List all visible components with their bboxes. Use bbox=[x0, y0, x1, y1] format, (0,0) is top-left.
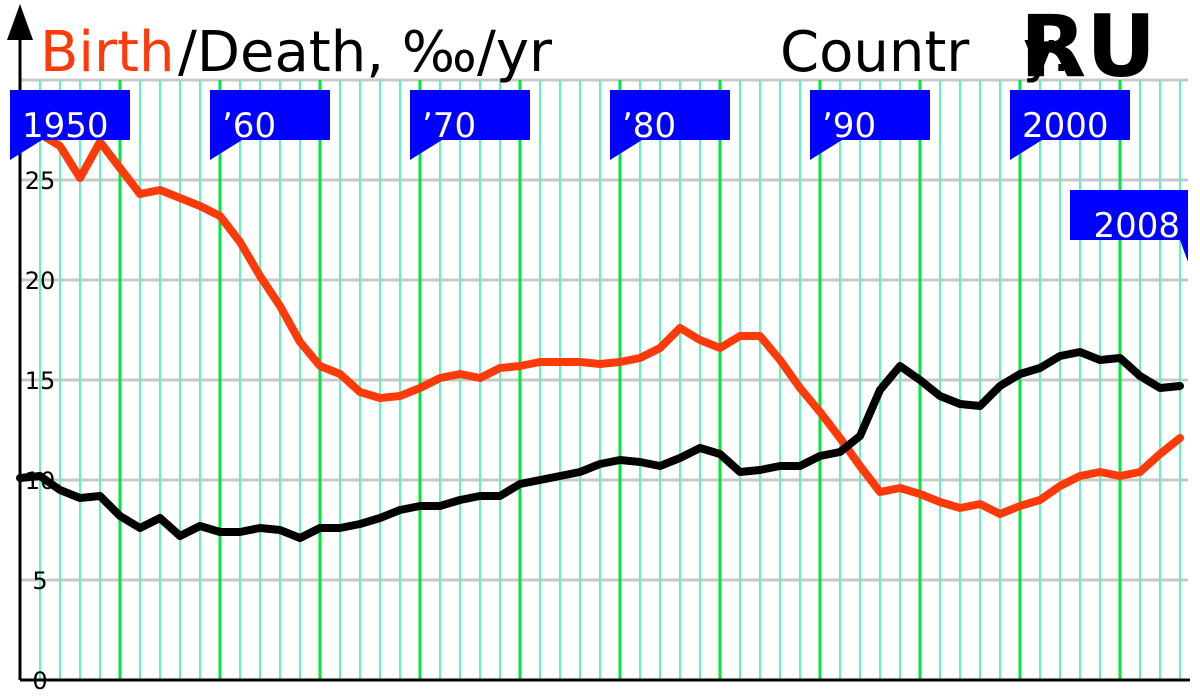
decade-flag-label-1960: ’60 bbox=[222, 106, 276, 146]
series-lines bbox=[16, 130, 1184, 542]
decade-flag-label-1950: 1950 bbox=[22, 106, 109, 146]
decade-flag-label-1980: ’80 bbox=[622, 106, 676, 146]
y-tick-label-5: 5 bbox=[32, 567, 47, 595]
series-line-birth bbox=[16, 130, 1184, 518]
title-country: Countr y: bbox=[780, 20, 1071, 85]
title-birth: Birth bbox=[40, 20, 175, 85]
decade-flag-1950: 1950 bbox=[10, 90, 130, 160]
decade-flag-shape-1950 bbox=[10, 90, 130, 160]
decade-flag-shape-1970 bbox=[410, 90, 530, 160]
decade-flag-shape-1980 bbox=[610, 90, 730, 160]
decade-flag-shape-2008 bbox=[1070, 190, 1188, 262]
title-death: /Death, ‰/yr bbox=[178, 20, 552, 85]
vertical-gridlines bbox=[18, 80, 1181, 680]
decade-flag-label-1990: ’90 bbox=[822, 106, 876, 146]
decade-flag-label-1970: ’70 bbox=[422, 106, 476, 146]
decade-flag-shape-1960 bbox=[210, 90, 330, 160]
decade-flag-2008: 2008 bbox=[1070, 190, 1188, 262]
y-tick-label-15: 15 bbox=[25, 367, 56, 395]
y-axis-arrow bbox=[7, 4, 33, 40]
decade-flag-1980: ’80 bbox=[610, 90, 730, 160]
country-code: RU bbox=[1020, 0, 1157, 97]
decade-flags: 1950 ’60 ’70 ’80 ’90 2000 2008 bbox=[10, 90, 1188, 262]
decade-flag-1990: ’90 bbox=[810, 90, 930, 160]
decade-flag-label-2000: 2000 bbox=[1022, 106, 1109, 146]
decade-flag-1970: ’70 bbox=[410, 90, 530, 160]
horizontal-gridlines bbox=[20, 78, 1188, 682]
decade-flag-2000: 2000 bbox=[1010, 90, 1130, 160]
decade-flag-label-2008: 2008 bbox=[1093, 206, 1180, 246]
y-tick-label-25: 25 bbox=[25, 167, 56, 195]
y-tick-label-0: 0 bbox=[32, 667, 47, 695]
decade-flag-shape-1990 bbox=[810, 90, 930, 160]
decade-flag-shape-2000 bbox=[1010, 90, 1130, 160]
y-tick-label-20: 20 bbox=[25, 267, 56, 295]
series-line-death bbox=[16, 348, 1184, 542]
decade-flag-1960: ’60 bbox=[210, 90, 330, 160]
